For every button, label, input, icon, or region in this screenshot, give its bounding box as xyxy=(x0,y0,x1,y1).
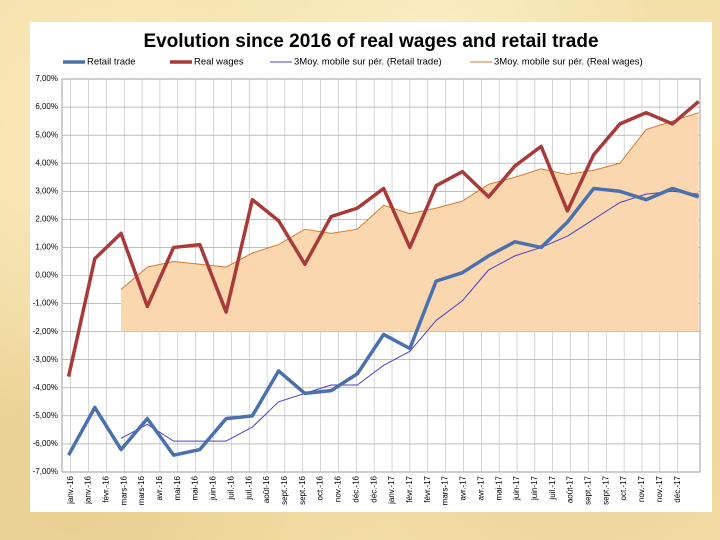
x-tick-label: sept.-16 xyxy=(280,475,289,504)
y-tick-label: -5,00% xyxy=(33,411,58,420)
legend-label: 3Moy. mobile sur pér. (Retail trade) xyxy=(294,57,442,68)
x-tick-label: nov.-16 xyxy=(334,475,343,502)
line xyxy=(67,186,700,457)
y-tick-label: 5,00% xyxy=(35,130,58,139)
x-tick-label: sept.-17 xyxy=(601,475,610,504)
y-tick-label: 3,00% xyxy=(35,186,58,195)
y-tick-label: -1,00% xyxy=(33,299,58,308)
x-tick-label: févr.-17 xyxy=(405,475,414,502)
x-tick-label: août-16 xyxy=(262,475,271,503)
x-tick-label: juin-17 xyxy=(512,475,521,501)
x-tick-label: janv.-17 xyxy=(387,475,396,504)
x-tick-label: sept.-16 xyxy=(298,475,307,504)
line xyxy=(120,112,699,290)
x-tick-label: nov.-17 xyxy=(637,475,646,502)
y-tick-label: -2,00% xyxy=(33,327,58,336)
line xyxy=(120,190,699,442)
x-tick-label: sept.-17 xyxy=(584,475,593,504)
y-tick-label: -7,00% xyxy=(33,467,58,476)
y-tick-label: -3,00% xyxy=(33,355,58,364)
x-tick-label: févr.-16 xyxy=(101,475,110,502)
area xyxy=(121,112,699,332)
x-tick-label: janv.-16 xyxy=(66,475,75,504)
legend-label: Retail trade xyxy=(87,57,136,68)
line xyxy=(66,100,700,377)
x-tick-label: juil.-17 xyxy=(548,475,557,500)
x-tick-label: mars-17 xyxy=(441,475,450,505)
x-tick-label: juin-17 xyxy=(530,475,539,501)
x-tick-label: avr.-17 xyxy=(459,475,468,500)
x-tick-label: avr.-17 xyxy=(476,475,485,500)
y-tick-label: 6,00% xyxy=(35,102,58,111)
x-tick-label: mai-16 xyxy=(173,475,182,500)
x-tick-label: févr.-17 xyxy=(423,475,432,502)
x-tick-label: déc.-16 xyxy=(369,475,378,502)
x-tick-label: nov.-17 xyxy=(655,475,664,502)
x-tick-label: déc.-17 xyxy=(673,475,682,502)
x-tick-label: mars-16 xyxy=(119,475,128,505)
x-tick-label: juil.-16 xyxy=(244,475,253,500)
y-tick-label: -4,00% xyxy=(33,383,58,392)
x-tick-label: juil.-16 xyxy=(226,475,235,500)
legend-label: Real wages xyxy=(194,57,244,68)
y-tick-label: 0,00% xyxy=(35,271,58,280)
x-tick-label: avr.-16 xyxy=(155,475,164,500)
legend-label: 3Moy. mobile sur pér. (Real wages) xyxy=(494,57,643,68)
y-tick-label: 1,00% xyxy=(35,243,58,252)
x-tick-label: déc.-16 xyxy=(351,475,360,502)
x-tick-label: mai-17 xyxy=(494,475,503,500)
y-tick-label: 4,00% xyxy=(35,158,58,167)
y-tick-label: 7,00% xyxy=(35,74,58,83)
x-tick-label: juin-16 xyxy=(209,475,218,501)
x-tick-label: août-17 xyxy=(566,475,575,503)
x-tick-label: mars-16 xyxy=(137,475,146,505)
y-tick-label: 2,00% xyxy=(35,214,58,223)
y-tick-label: -6,00% xyxy=(33,439,58,448)
x-tick-label: janv.-16 xyxy=(84,475,93,504)
x-tick-label: mai-16 xyxy=(191,475,200,500)
chart-title: Evolution since 2016 of real wages and r… xyxy=(143,31,598,52)
x-tick-label: oct.-17 xyxy=(619,475,628,500)
x-tick-label: oct.-16 xyxy=(316,475,325,500)
